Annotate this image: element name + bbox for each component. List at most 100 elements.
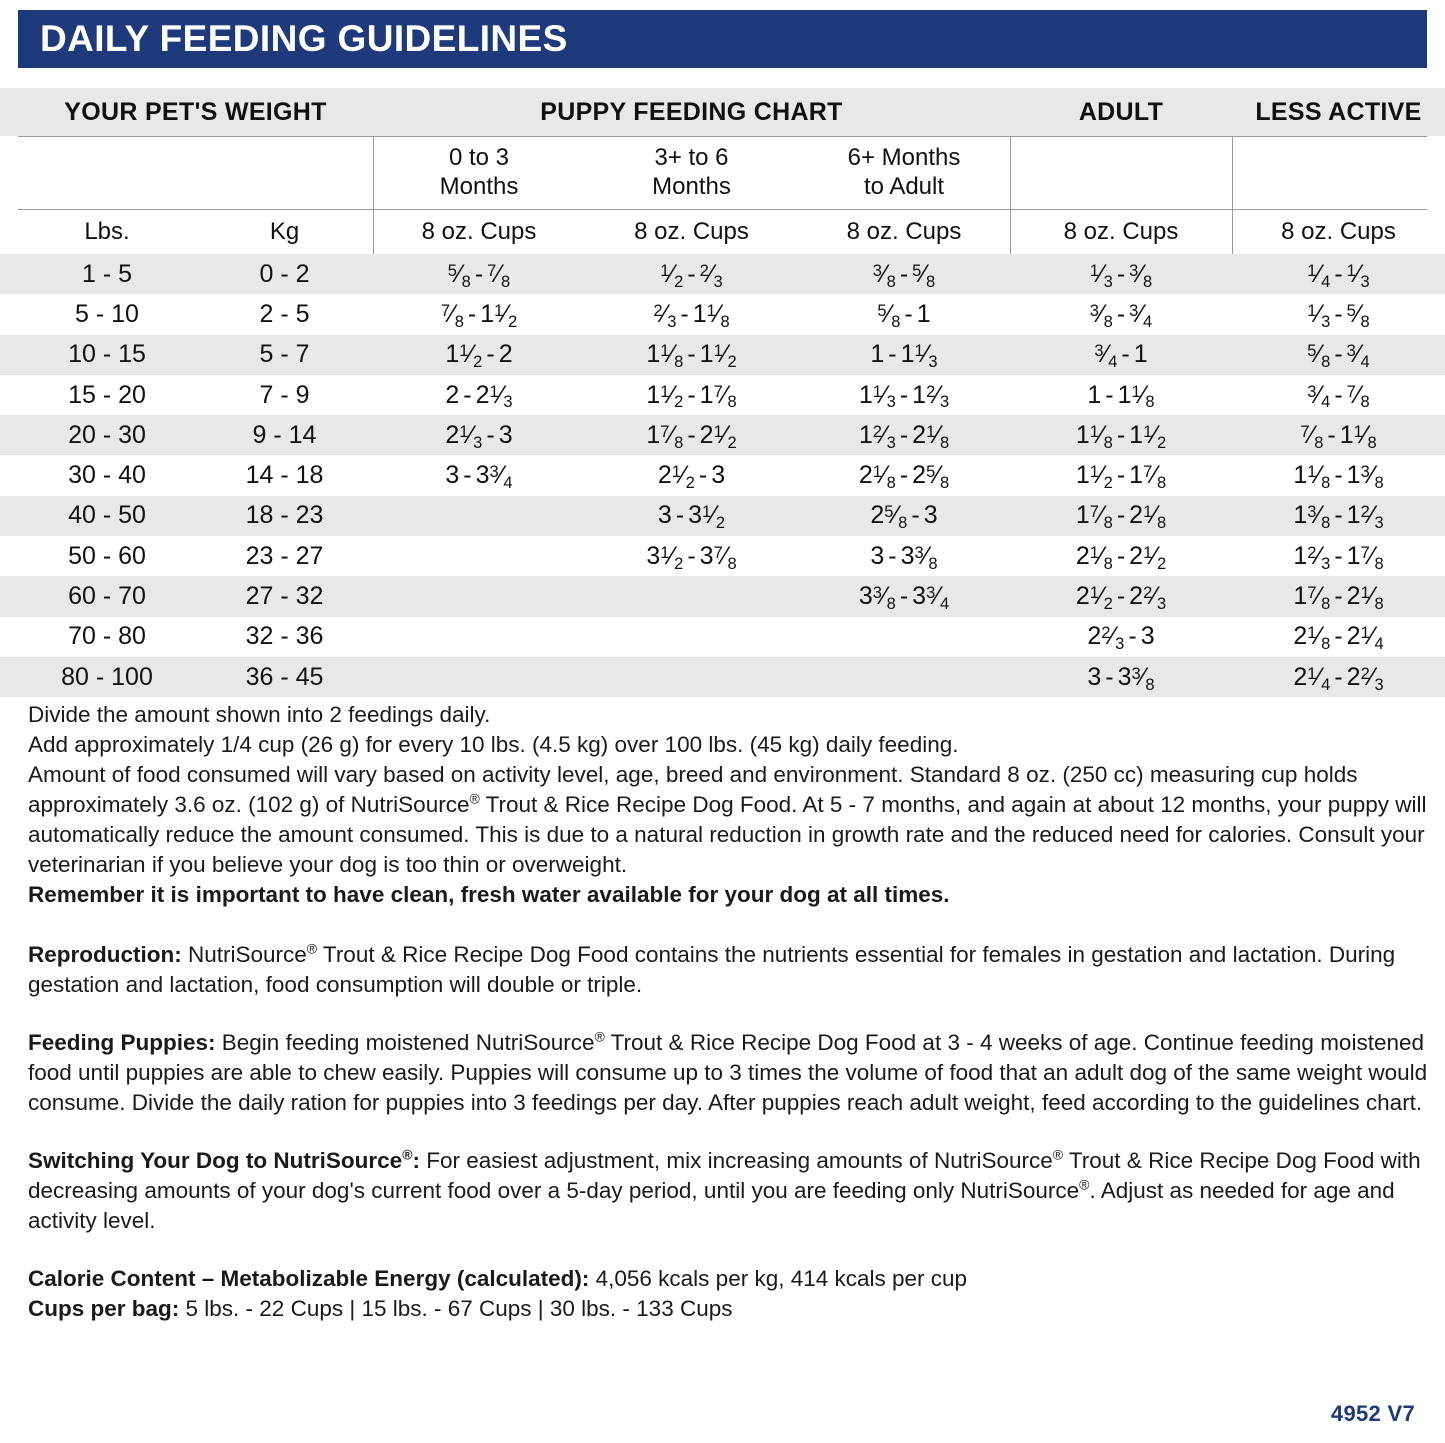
- cell-puppy-6-adult: 3 3⁄8-3 3⁄4: [858, 582, 950, 613]
- cell-less-active: 1 2⁄3-1 7⁄8: [1293, 541, 1384, 573]
- cell-puppy-3-6: 1 1⁄8-1 1⁄2: [646, 340, 737, 372]
- table-row: 30 - 40 14 - 18 3-3 3⁄4 2 1⁄2-3 2 1⁄8-2 5⁄8 1 1⁄2-…: [0, 455, 1445, 496]
- cell-lbs: 15 - 20: [68, 380, 146, 409]
- table-row: 40 - 50 18 - 23 3-3 1⁄2 2 5⁄8-3 1 7⁄8-2 1⁄8 1 3⁄8-…: [0, 495, 1445, 537]
- age-line-2: to Adult: [863, 172, 945, 200]
- cell-less-active: 2 1⁄4-2 2⁄3: [1293, 662, 1384, 694]
- rule-above-units-row: [18, 209, 1427, 210]
- cell-puppy-0-3: 2-2 1⁄3: [445, 380, 513, 412]
- cell-puppy-0-3: [373, 576, 585, 616]
- unit-header-puppy-3-6: 8 oz. Cups: [634, 217, 749, 245]
- cell-puppy-0-3: 1 1⁄2-2: [445, 340, 513, 372]
- registered-mark-icon: ®: [594, 1028, 605, 1045]
- feeding-puppies-part2: Trout & Rice Recipe Dog Food at 3 - 4 we…: [28, 1030, 1428, 1115]
- cell-adult: 3-3 3⁄8: [1087, 662, 1155, 694]
- spacer: [28, 1236, 1428, 1264]
- cups-per-bag-label: Cups per bag:: [28, 1296, 180, 1321]
- switching-part3: . Adjust as needed for age and activity …: [28, 1178, 1395, 1233]
- note-add-approximately: Add approximately 1/4 cup (26 g) for eve…: [28, 732, 959, 757]
- age-header-row: 0 to 3 Months 3+ to 6 Months 6+ Months t…: [0, 136, 1445, 209]
- registered-mark-icon: ®: [1052, 1146, 1064, 1163]
- cell-lbs: 5 - 10: [75, 299, 139, 328]
- spacer: [28, 1000, 1428, 1028]
- page-title: DAILY FEEDING GUIDELINES: [40, 18, 568, 59]
- column-group-weight: YOUR PET'S WEIGHT: [64, 97, 327, 126]
- column-group-adult: ADULT: [1078, 97, 1164, 126]
- column-group-less-active: LESS ACTIVE: [1255, 97, 1422, 126]
- cell-puppy-3-6: 1⁄2-2⁄3: [660, 259, 723, 291]
- cell-less-active: 1 1⁄8-1 3⁄8: [1293, 461, 1384, 493]
- age-line-1: 6+ Months: [847, 144, 961, 172]
- note-switching: Switching Your Dog to NutriSource®: For …: [28, 1146, 1428, 1236]
- note-cups-per-bag: Cups per bag: 5 lbs. - 22 Cups | 15 lbs.…: [28, 1294, 1428, 1324]
- note-water-reminder: Remember it is important to have clean, …: [28, 882, 950, 907]
- switching-label: Switching Your Dog to NutriSource®:: [28, 1148, 420, 1173]
- cell-kg: 5 - 7: [259, 340, 310, 369]
- cell-puppy-6-adult: 1 2⁄3-2 1⁄8: [858, 420, 950, 452]
- feeding-guidelines-table: YOUR PET'S WEIGHT PUPPY FEEDING CHART AD…: [0, 88, 1445, 698]
- unit-header-puppy-6-adult: 8 oz. Cups: [846, 217, 962, 245]
- unit-header-kg: Kg: [269, 217, 300, 245]
- cell-puppy-6-adult: [798, 657, 1010, 697]
- cell-adult: 1⁄3-3⁄8: [1089, 259, 1153, 291]
- note-calorie-content: Calorie Content – Metabolizable Energy (…: [28, 1264, 1428, 1294]
- table-row: 70 - 80 32 - 36 2 2⁄3-3 2 1⁄8-2 1⁄4: [0, 616, 1445, 657]
- cell-puppy-6-adult: 2 1⁄8-2 5⁄8: [858, 461, 950, 493]
- cell-puppy-0-3: 7⁄8-1 1⁄2: [440, 299, 518, 331]
- cell-adult: 2 1⁄2-2 2⁄3: [1075, 582, 1167, 613]
- table-row: 60 - 70 27 - 32 3 3⁄8-3 3⁄4 2 1⁄2-2 2⁄3 1 7⁄8-2 1⁄…: [0, 576, 1445, 617]
- cell-kg: 23 - 27: [245, 541, 324, 570]
- cell-puppy-6-adult: 1 1⁄3-1 2⁄3: [858, 380, 950, 412]
- cell-puppy-6-adult: 1-1 1⁄3: [870, 340, 938, 372]
- cell-puppy-3-6: [585, 617, 798, 657]
- reproduction-part2: Trout & Rice Recipe Dog Food contains th…: [28, 942, 1396, 997]
- cell-kg: 27 - 32: [245, 582, 324, 611]
- cell-lbs: 1 - 5: [81, 259, 133, 288]
- spacer: [28, 910, 1428, 940]
- cell-adult: 1 1⁄8-1 1⁄2: [1075, 420, 1167, 452]
- cell-puppy-3-6: 1 1⁄2-1 7⁄8: [646, 380, 737, 412]
- cell-kg: 18 - 23: [245, 501, 324, 530]
- group-header-band: [0, 88, 1445, 136]
- feeding-puppies-label: Feeding Puppies:: [28, 1030, 216, 1055]
- table-body: 1 - 5 0 - 2 5⁄8-7⁄8 1⁄2-2⁄3 3⁄8-5⁄8 1⁄3-3⁄8 1⁄…: [0, 254, 1445, 698]
- cell-kg: 36 - 45: [245, 662, 324, 691]
- cell-less-active: 1⁄3-5⁄8: [1307, 299, 1370, 331]
- note-reproduction: Reproduction: NutriSource® Trout & Rice …: [28, 940, 1428, 1000]
- cell-adult: 3⁄8-3⁄4: [1089, 299, 1153, 331]
- cell-puppy-0-3: [373, 496, 585, 536]
- cell-lbs: 20 - 30: [68, 420, 146, 449]
- cell-lbs: 80 - 100: [61, 662, 153, 691]
- cell-adult: 1 1⁄2-1 7⁄8: [1075, 461, 1167, 493]
- table-row: 50 - 60 23 - 27 3 1⁄2-3 7⁄8 3-3 3⁄8 2 1⁄8-2 1⁄2 1 2…: [0, 536, 1445, 577]
- feeding-puppies-part1: Begin feeding moistened NutriSource: [215, 1030, 595, 1055]
- note-amount-part2: Trout & Rice Recipe Dog Food. At 5 - 7 m…: [28, 792, 1427, 877]
- cell-puppy-3-6: 3-3 1⁄2: [657, 501, 726, 533]
- switching-part1: For easiest adjustment, mix increasing a…: [419, 1148, 1053, 1173]
- cell-kg: 0 - 2: [259, 259, 310, 288]
- cell-less-active: 5⁄8-3⁄4: [1307, 340, 1370, 372]
- registered-mark-icon: ®: [402, 1146, 413, 1163]
- cell-less-active: 1 3⁄8-1 2⁄3: [1293, 501, 1384, 533]
- reproduction-part1: NutriSource: [181, 942, 307, 967]
- switching-part2: Trout & Rice Recipe Dog Food with decrea…: [28, 1148, 1421, 1203]
- note-amount-part1: Amount of food consumed will vary based …: [28, 762, 1358, 817]
- age-line-2: Months: [652, 172, 731, 200]
- table-row: 15 - 20 7 - 9 2-2 1⁄3 1 1⁄2-1 7⁄8 1 1⁄3-1 2⁄3 1-1 1…: [0, 374, 1445, 416]
- cell-lbs: 30 - 40: [68, 461, 146, 490]
- cell-puppy-0-3: 3-3 3⁄4: [445, 461, 513, 493]
- cell-lbs: 10 - 15: [68, 340, 146, 369]
- unit-header-less-active: 8 oz. Cups: [1281, 217, 1396, 245]
- cups-per-bag-value: 5 lbs. - 22 Cups | 15 lbs. - 67 Cups | 3…: [179, 1296, 733, 1321]
- cell-puppy-3-6: 1 7⁄8-2 1⁄2: [646, 420, 737, 452]
- units-header-row: Lbs. Kg 8 oz. Cups 8 oz. Cups 8 oz. Cups…: [0, 209, 1445, 254]
- switching-label-colon: :: [412, 1148, 420, 1173]
- note-amount-of-food: Amount of food consumed will vary based …: [28, 760, 1428, 880]
- registered-mark-icon: ®: [306, 940, 318, 957]
- cell-puppy-6-adult: 2 5⁄8-3: [870, 501, 938, 533]
- cell-puppy-3-6: 2⁄3-1 1⁄8: [653, 299, 730, 331]
- cell-puppy-6-adult: [798, 617, 1010, 657]
- cell-puppy-3-6: [585, 657, 798, 697]
- cell-puppy-3-6: 2 1⁄2-3: [657, 461, 726, 493]
- cell-kg: 32 - 36: [245, 622, 324, 651]
